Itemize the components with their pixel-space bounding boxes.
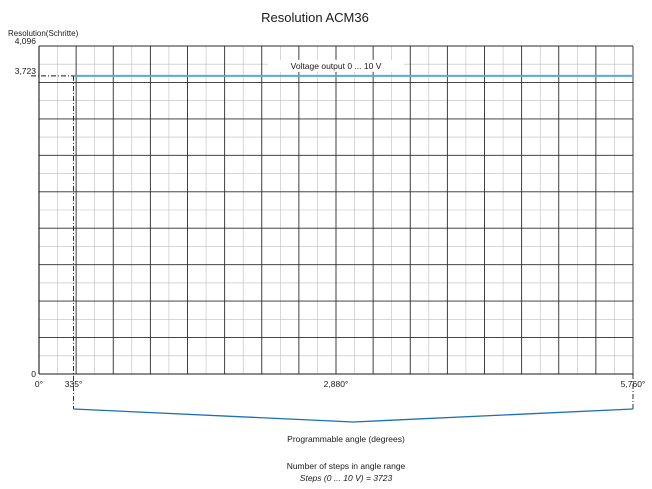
footer-line-1: Number of steps in angle range — [287, 461, 406, 471]
range-brace — [73, 408, 634, 423]
series-label: Voltage output 0 ... 10 V — [291, 61, 382, 71]
major-grid — [38, 45, 634, 375]
y-axis-label: Resolution(Schritte) — [8, 29, 79, 38]
y-tick-label: 4,096 — [15, 36, 37, 46]
x-tick-label: 335° — [65, 379, 83, 389]
chart-title: Resolution ACM36 — [261, 10, 369, 25]
series-label-background — [268, 59, 404, 72]
x-axis-label: Programmable angle (degrees) — [287, 434, 405, 444]
x-tick-label: 5,760° — [621, 379, 646, 389]
y-tick-label: 3,723 — [15, 66, 37, 76]
x-tick-label: 0° — [35, 379, 43, 389]
y-tick-label: 0 — [31, 369, 36, 379]
x-tick-label: 2,880° — [324, 379, 349, 389]
footer-line-2: Steps (0 ... 10 V) = 3723 — [300, 473, 393, 483]
